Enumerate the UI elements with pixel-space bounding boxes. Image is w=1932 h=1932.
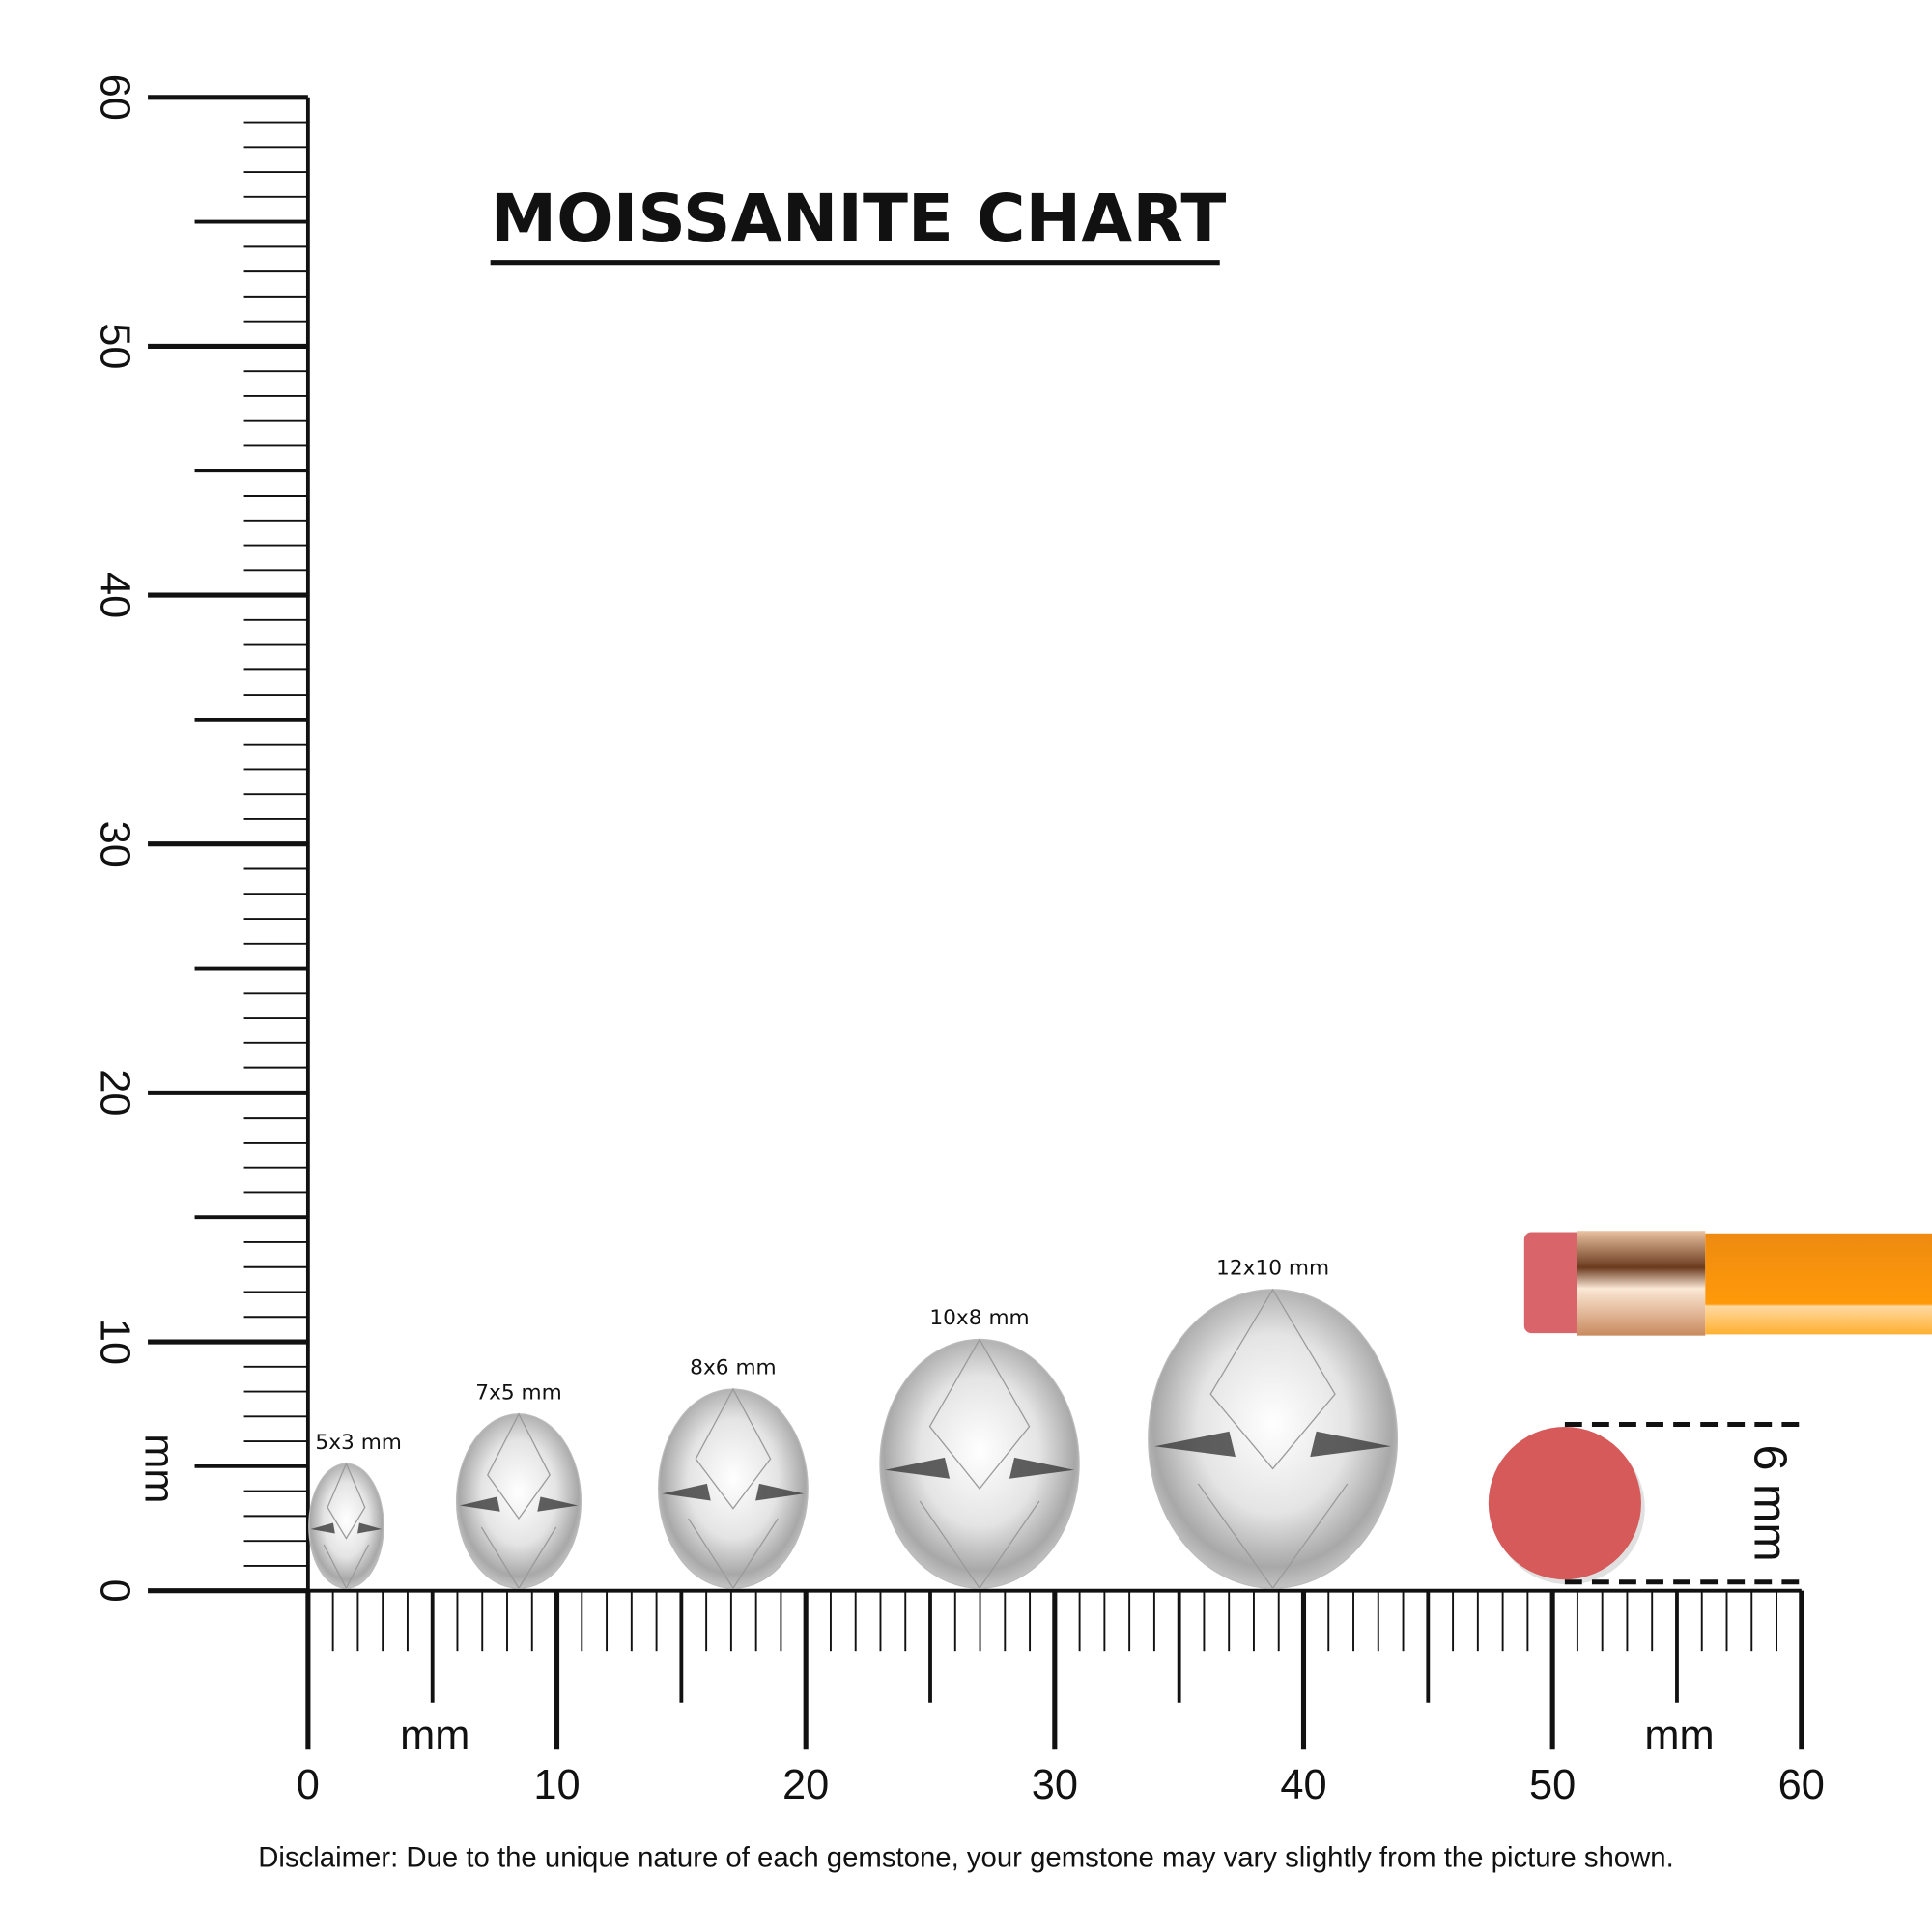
gem-size-label: 8x6 mm [690,1356,777,1380]
horizontal-unit-label-right: mm [1644,1713,1714,1759]
gem-size-label: 7x5 mm [475,1380,562,1405]
vertical-tick-label: 20 [92,1069,138,1116]
gem-size-label: 12x10 mm [1216,1257,1329,1281]
gem-facet-shadow [885,1457,1074,1479]
horizontal-tick-label: 50 [1529,1762,1576,1808]
horizontal-tick-label: 30 [1032,1762,1078,1808]
oval-moissanite-gem [455,1413,582,1589]
gem-facet-lines [1197,1288,1349,1589]
disclaimer: Disclaimer: Due to the unique nature of … [258,1841,1674,1873]
vertical-tick-label: 60 [92,74,138,121]
vertical-tick-label: 30 [92,821,138,867]
gem-facet-shadow [310,1522,383,1534]
pencil-image [1523,1231,1932,1336]
gem-7x5-mm: 7x5 mm [455,1380,582,1589]
eraser-size-label: 6 mm [1744,1445,1796,1562]
gem-facet-shadow [459,1496,579,1512]
gem-facet-shadow [662,1483,805,1501]
oval-moissanite-gem [308,1463,384,1589]
gem-row: 5x3 mm 7x5 mm 8x6 mm 10x8 mm 12x10 mm [308,1257,1399,1589]
eraser-circle [1488,1427,1641,1580]
horizontal-tick-label: 10 [533,1762,580,1808]
oval-moissanite-gem [879,1338,1080,1589]
gem-5x3-mm: 5x3 mm [308,1431,402,1589]
gem-facet-lines [480,1412,557,1589]
pencil-eraser [1523,1232,1584,1334]
horizontal-tick-label: 60 [1778,1762,1825,1808]
pencil-ferrule [1577,1231,1706,1336]
gem-12x10-mm: 12x10 mm [1148,1257,1399,1589]
gem-facet-lines [323,1462,370,1589]
vertical-tick-label: 40 [92,572,138,618]
oval-moissanite-gem [657,1388,809,1589]
gem-facet-shadow [1154,1431,1391,1458]
horizontal-tick-label: 40 [1280,1762,1326,1808]
gem-facet-lines [919,1338,1040,1589]
horizontal-ruler: 0 10 20 30 40 50 60 [297,1588,1825,1808]
vertical-ruler: 0 10 20 30 40 50 60 [92,74,310,1603]
horizontal-tick-label: 0 [297,1762,320,1808]
chart-title: MOISSANITE CHART [491,181,1227,258]
gem-size-label: 10x8 mm [929,1306,1029,1330]
gem-10x8-mm: 10x8 mm [879,1306,1080,1589]
horizontal-tick-label: 20 [782,1762,829,1808]
gem-8x6-mm: 8x6 mm [657,1356,809,1589]
gem-facet-lines [688,1387,779,1589]
vertical-tick-label: 0 [92,1579,138,1603]
vertical-unit-label: mm [136,1434,183,1503]
vertical-tick-label: 50 [92,323,138,369]
horizontal-unit-label-left: mm [400,1713,469,1759]
vertical-tick-label: 10 [92,1319,138,1365]
pencil-body [1705,1233,1932,1335]
gem-size-label: 5x3 mm [315,1431,402,1455]
oval-moissanite-gem [1148,1289,1399,1589]
